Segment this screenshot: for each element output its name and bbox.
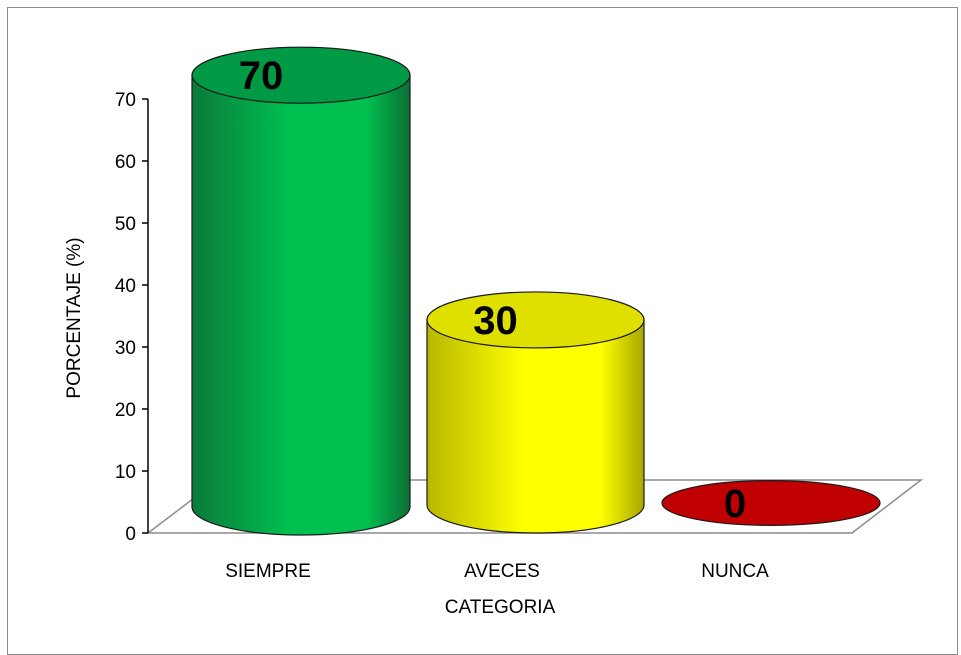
y-tick-label: 60	[115, 152, 136, 173]
x-category-label: AVECES	[464, 561, 540, 582]
bar-top-shade	[192, 47, 410, 104]
bars-group	[191, 46, 881, 536]
category-labels-group: SIEMPRE AVECES NUNCA	[225, 561, 769, 582]
data-label: 0	[724, 482, 746, 526]
y-tick-label: 0	[125, 524, 136, 545]
y-tick-label: 30	[115, 338, 136, 359]
bar-aveces	[426, 291, 645, 534]
data-labels-group: 70 30 0	[239, 54, 746, 526]
bar-top	[661, 480, 881, 527]
x-axis-title: CATEGORIA	[445, 597, 556, 618]
y-axis: 0 10 20 30 40 50 60 70	[115, 90, 149, 545]
bar-body	[191, 74, 411, 536]
x-category-label: NUNCA	[701, 561, 769, 582]
y-tick-label: 40	[115, 276, 136, 297]
y-axis-title: PORCENTAJE (%)	[64, 237, 85, 398]
y-tick-label: 70	[115, 90, 136, 111]
bar-top-shade	[427, 291, 644, 348]
x-category-label: SIEMPRE	[225, 561, 311, 582]
bar-top	[191, 46, 411, 104]
bar-nunca	[661, 480, 881, 527]
y-tick-label: 50	[115, 214, 136, 235]
data-label: 70	[239, 54, 284, 98]
bar-top	[426, 291, 645, 349]
data-label: 30	[473, 299, 518, 343]
bar-siempre	[191, 46, 411, 536]
bar-body	[426, 319, 645, 534]
y-tick-label: 10	[115, 462, 136, 483]
y-tick-label: 20	[115, 400, 136, 421]
